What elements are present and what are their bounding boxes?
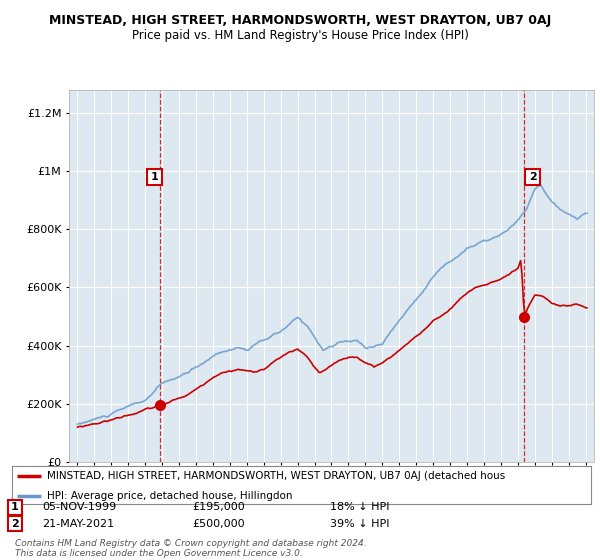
Text: 1: 1 — [151, 172, 158, 182]
Text: HPI: Average price, detached house, Hillingdon: HPI: Average price, detached house, Hill… — [47, 491, 292, 501]
Text: 2: 2 — [11, 519, 19, 529]
Text: £500,000: £500,000 — [192, 519, 245, 529]
Text: MINSTEAD, HIGH STREET, HARMONDSWORTH, WEST DRAYTON, UB7 0AJ (detached hous: MINSTEAD, HIGH STREET, HARMONDSWORTH, WE… — [47, 471, 505, 481]
Text: £195,000: £195,000 — [192, 502, 245, 512]
Text: 39% ↓ HPI: 39% ↓ HPI — [330, 519, 389, 529]
Text: 05-NOV-1999: 05-NOV-1999 — [42, 502, 116, 512]
Text: 21-MAY-2021: 21-MAY-2021 — [42, 519, 114, 529]
Text: 1: 1 — [11, 502, 19, 512]
Text: 18% ↓ HPI: 18% ↓ HPI — [330, 502, 389, 512]
Text: 2: 2 — [529, 172, 536, 182]
Text: MINSTEAD, HIGH STREET, HARMONDSWORTH, WEST DRAYTON, UB7 0AJ: MINSTEAD, HIGH STREET, HARMONDSWORTH, WE… — [49, 14, 551, 27]
Text: Price paid vs. HM Land Registry's House Price Index (HPI): Price paid vs. HM Land Registry's House … — [131, 29, 469, 42]
Text: Contains HM Land Registry data © Crown copyright and database right 2024.
This d: Contains HM Land Registry data © Crown c… — [15, 539, 367, 558]
